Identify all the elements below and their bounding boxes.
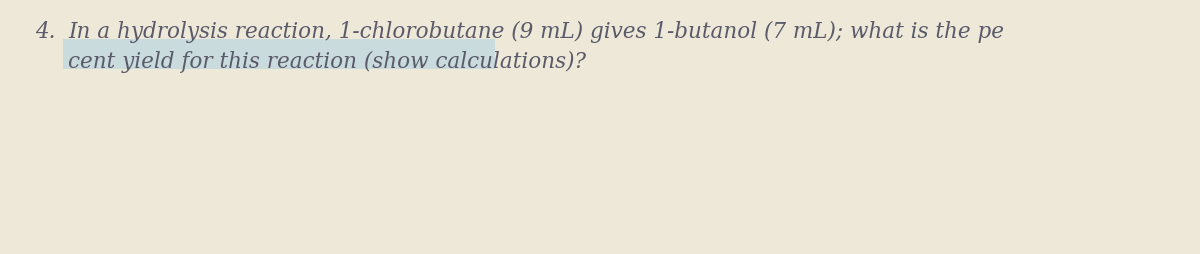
Text: In a hydrolysis reaction, 1-chlorobutane (9 mL) gives 1-butanol (7 mL); what is : In a hydrolysis reaction, 1-chlorobutane… [68, 21, 1004, 43]
Text: 4.: 4. [35, 21, 55, 43]
FancyBboxPatch shape [64, 40, 496, 70]
Text: cent yield for this reaction (show calculations)?: cent yield for this reaction (show calcu… [68, 51, 586, 73]
